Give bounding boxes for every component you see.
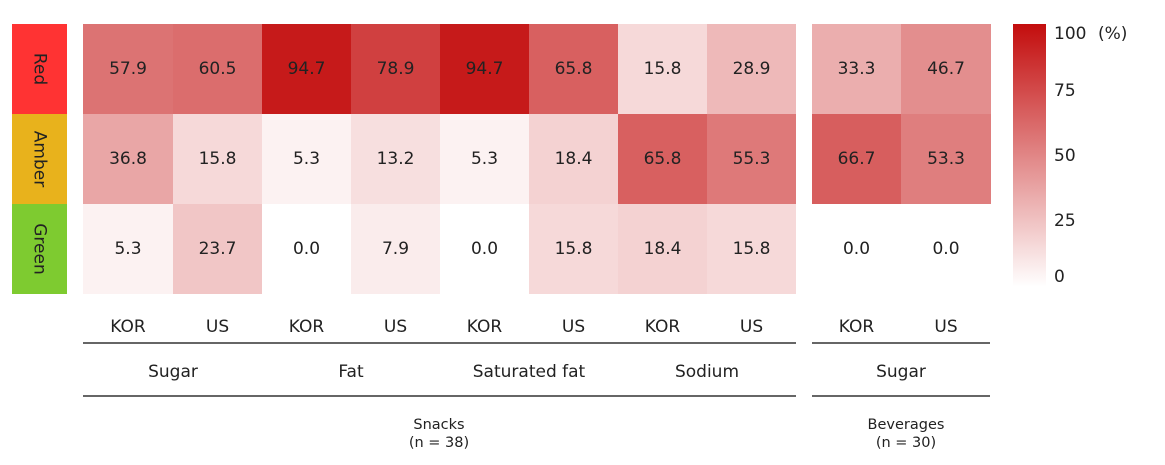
cell-value-label: 15.8 [733, 239, 771, 259]
heatmap-cell [262, 114, 351, 204]
heatmap-cell [351, 204, 440, 294]
cell-value-label: 60.5 [199, 59, 237, 79]
column-tick-us: US [740, 317, 763, 337]
cell-value-label: 65.8 [555, 59, 593, 79]
cell-value-label: 94.7 [466, 59, 504, 79]
cell-value-label: 0.0 [471, 239, 498, 259]
nutrient-group-label: Saturated fat [473, 362, 586, 382]
column-tick-kor: KOR [645, 317, 681, 337]
cell-value-label: 65.8 [644, 149, 682, 169]
row-labels: Red Amber Green [12, 24, 67, 294]
cell-value-label: 53.3 [927, 149, 965, 169]
heatmap-cell [83, 204, 173, 294]
colorbar: 0 25 50 75 100 (%) [1013, 24, 1127, 287]
nutrient-group-labels: Sugar Fat Saturated fat Sodium Sugar [83, 342, 990, 382]
column-tick-us: US [934, 317, 957, 337]
cell-value-label: 78.9 [377, 59, 415, 79]
cell-value-label: 5.3 [293, 149, 320, 169]
section-label-beverages: Beverages [868, 417, 945, 433]
heatmap-cell [529, 24, 618, 114]
column-tick-us: US [384, 317, 407, 337]
cell-value-label: 0.0 [932, 239, 959, 259]
cell-value-label: 7.9 [382, 239, 409, 259]
heatmap-cell [618, 114, 707, 204]
nutrient-group-label: Sugar [148, 362, 198, 382]
heatmap-cell [83, 114, 173, 204]
section-count-beverages: (n = 30) [876, 435, 936, 451]
heatmap-cell [440, 24, 529, 114]
row-label-box-green [12, 204, 67, 294]
heatmap-cell [812, 24, 901, 114]
heatmap-cell [707, 114, 796, 204]
colorbar-tick-label: 100 [1054, 24, 1086, 44]
heatmap-cell [707, 204, 796, 294]
heatmap-cell [173, 114, 262, 204]
cell-value-label: 0.0 [843, 239, 870, 259]
row-label-box-amber [12, 114, 67, 204]
column-tick-us: US [206, 317, 229, 337]
colorbar-gradient [1013, 24, 1046, 287]
cell-value-label: 15.8 [199, 149, 237, 169]
heatmap-cell [618, 24, 707, 114]
heatmap-cell [812, 204, 901, 294]
colorbar-tick-label: 50 [1054, 146, 1076, 166]
heatmap-cell [262, 204, 351, 294]
cell-value-label: 5.3 [471, 149, 498, 169]
cell-value-label: 23.7 [199, 239, 237, 259]
nutrient-group-label: Fat [338, 362, 364, 382]
heatmap-cell [618, 204, 707, 294]
row-label-green: Green [30, 223, 50, 274]
heatmap-cell [529, 204, 618, 294]
cell-value-label: 15.8 [555, 239, 593, 259]
cell-value-label: 55.3 [733, 149, 771, 169]
heatmap-cell [351, 24, 440, 114]
cell-value-label: 28.9 [733, 59, 771, 79]
cell-value-label: 18.4 [644, 239, 682, 259]
cell-value-label: 0.0 [293, 239, 320, 259]
cell-value-label: 5.3 [114, 239, 141, 259]
cell-value-label: 15.8 [644, 59, 682, 79]
cell-value-label: 66.7 [838, 149, 876, 169]
heatmap-cell [901, 24, 991, 114]
heatmap-cell [440, 114, 529, 204]
heatmap-cell [262, 24, 351, 114]
row-label-box-red [12, 24, 67, 114]
colorbar-tick-label: 75 [1054, 81, 1076, 101]
column-tick-kor: KOR [467, 317, 503, 337]
column-tick-kor: KOR [110, 317, 146, 337]
heatmap-cell [173, 204, 262, 294]
heatmap-cells: 57.9 60.5 94.7 78.9 94.7 65.8 15.8 28.9 33.3 46.7… [83, 24, 991, 294]
cell-value-label: 33.3 [838, 59, 876, 79]
cell-value-label: 13.2 [377, 149, 415, 169]
section-count-snacks: (n = 38) [409, 435, 469, 451]
cell-value-label: 36.8 [109, 149, 147, 169]
cell-value-label: 94.7 [288, 59, 326, 79]
column-tick-us: US [562, 317, 585, 337]
heatmap-cell [83, 24, 173, 114]
row-label-amber: Amber [30, 131, 50, 187]
cell-value-label: 18.4 [555, 149, 593, 169]
nutrient-group-label: Sodium [675, 362, 739, 382]
heatmap-cell [351, 114, 440, 204]
colorbar-unit-label: (%) [1098, 24, 1127, 44]
nutrient-group-label: Sugar [876, 362, 926, 382]
colorbar-tick-label: 0 [1054, 267, 1065, 287]
heatmap-cell [812, 114, 901, 204]
heatmap-cell [440, 204, 529, 294]
heatmap-cell [901, 114, 991, 204]
column-tick-kor: KOR [289, 317, 325, 337]
column-tick-labels: KOR US KOR US KOR US KOR US KOR US [110, 317, 957, 337]
heatmap-cell [707, 24, 796, 114]
cell-value-label: 57.9 [109, 59, 147, 79]
heatmap-cell [901, 204, 991, 294]
cell-value-label: 46.7 [927, 59, 965, 79]
heatmap-cell [173, 24, 262, 114]
section-label-snacks: Snacks [413, 417, 464, 433]
colorbar-tick-label: 25 [1054, 211, 1076, 231]
section-labels: Snacks (n = 38) Beverages (n = 30) [83, 395, 990, 451]
row-label-red: Red [30, 53, 50, 85]
column-tick-kor: KOR [839, 317, 875, 337]
heatmap-cell [529, 114, 618, 204]
